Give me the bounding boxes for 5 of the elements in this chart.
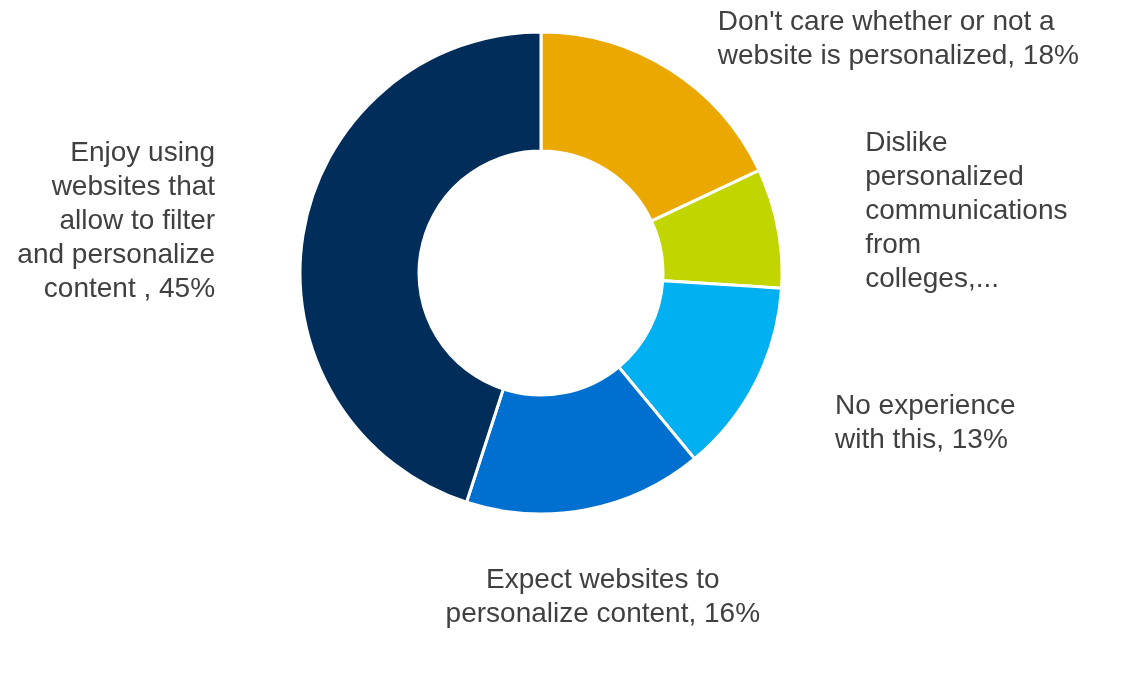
slice-label: Don't care whether or not a website is personalized, 18% — [716, 5, 1079, 70]
slice-label: Enjoy using websites that allow to filter and personalize content , 45% — [17, 136, 216, 304]
slice-label: No experience with this, 13% — [834, 388, 1016, 454]
slice-label: Expect websites to personalize content, 16% — [445, 563, 761, 629]
slice-label: Dislike personalized communications from colleges,... — [865, 126, 1068, 294]
